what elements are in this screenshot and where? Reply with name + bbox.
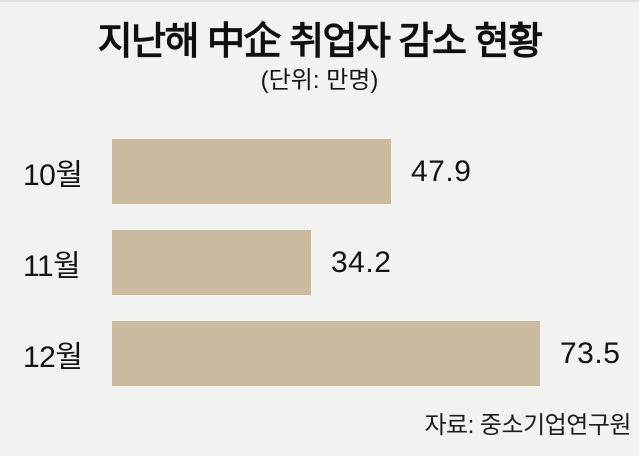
bar-row-december: 12월 73.5 bbox=[0, 321, 639, 386]
category-label-october: 10월 bbox=[23, 158, 83, 192]
category-label-december: 12월 bbox=[23, 340, 83, 374]
bar-row-november: 11월 34.2 bbox=[0, 230, 639, 295]
value-label-october: 47.9 bbox=[411, 154, 472, 188]
bar-october bbox=[112, 139, 391, 204]
category-label-november: 11월 bbox=[23, 249, 81, 283]
bar-december bbox=[112, 321, 540, 386]
chart-title: 지난해 中企 취업자 감소 현황 bbox=[97, 21, 543, 63]
chart-container: 지난해 中企 취업자 감소 현황 (단위: 만명) 10월 47.9 11월 3… bbox=[0, 20, 639, 440]
value-label-november: 34.2 bbox=[331, 245, 392, 279]
bar-november bbox=[112, 230, 311, 295]
unit-label: (단위: 만명) bbox=[260, 67, 379, 94]
value-label-december: 73.5 bbox=[560, 336, 621, 370]
bar-row-october: 10월 47.9 bbox=[0, 139, 639, 204]
bar-chart-area: 10월 47.9 11월 34.2 12월 73.5 bbox=[0, 139, 639, 386]
source-label: 자료: 중소기업연구원 bbox=[424, 412, 631, 439]
